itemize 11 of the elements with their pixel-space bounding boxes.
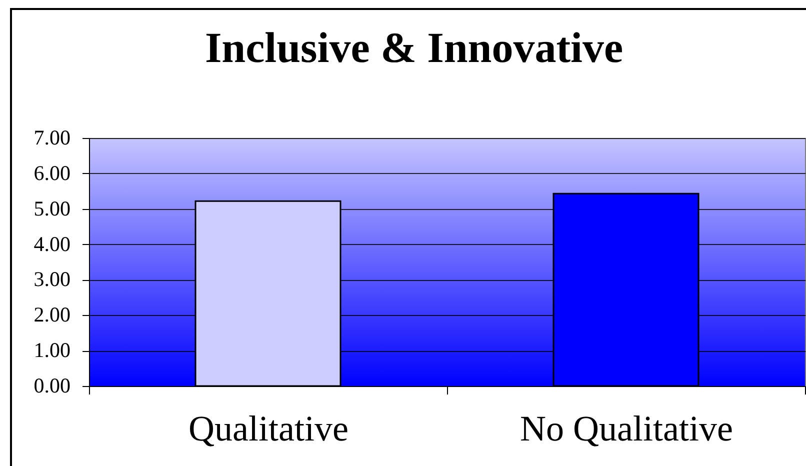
y-tick-label: 4.00 xyxy=(34,232,70,256)
y-tick-label: 0.00 xyxy=(34,374,70,398)
x-tick-label: Qualitative xyxy=(188,408,348,448)
y-tick-label: 1.00 xyxy=(34,338,70,362)
y-tick-label: 2.00 xyxy=(34,302,70,327)
y-tick-label: 5.00 xyxy=(34,196,70,220)
y-tick-label: 6.00 xyxy=(34,160,70,185)
x-tick-label: No Qualitative xyxy=(520,408,733,448)
y-tick-label: 7.00 xyxy=(34,126,70,150)
chart-title: Inclusive & Innovative xyxy=(204,25,624,72)
y-tick-label: 3.00 xyxy=(34,267,70,292)
